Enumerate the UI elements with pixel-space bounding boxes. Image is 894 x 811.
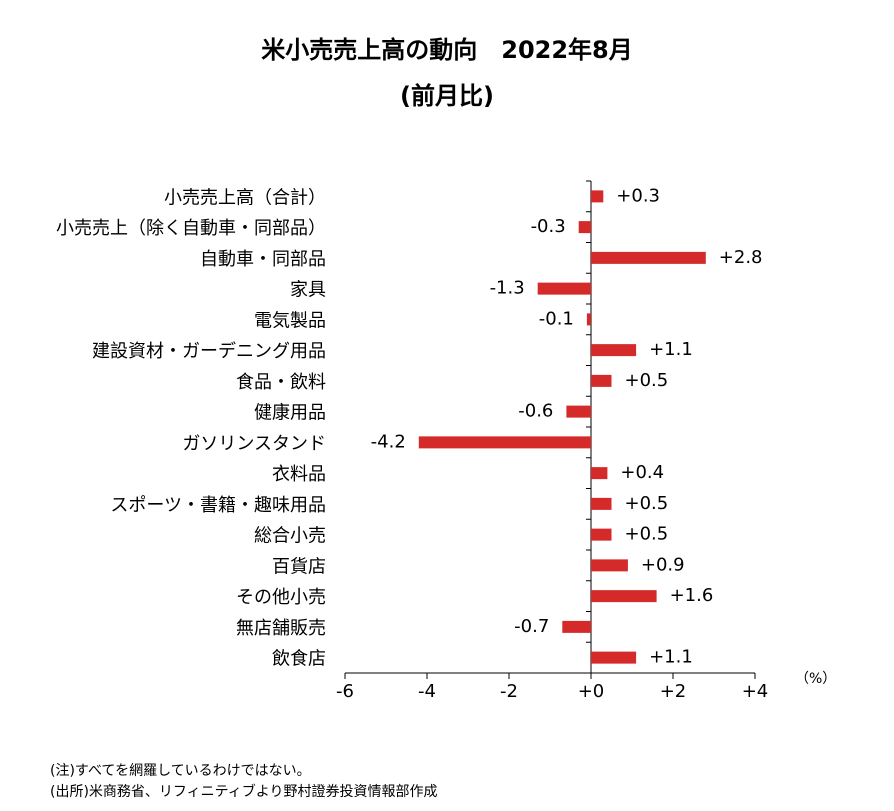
x-axis-unit: （%） xyxy=(795,671,836,687)
data-label: +0.5 xyxy=(625,524,669,545)
category-label: 電気製品 xyxy=(254,310,326,331)
bar xyxy=(591,528,612,541)
bar xyxy=(591,559,628,572)
category-label: 百貨店 xyxy=(272,556,326,577)
bar xyxy=(591,344,637,357)
category-label: 食品・飲料 xyxy=(236,372,326,393)
bar xyxy=(591,374,612,387)
data-label: -0.3 xyxy=(531,216,566,237)
data-label: +1.1 xyxy=(649,339,693,360)
x-tick-label: -4 xyxy=(418,681,436,702)
bar xyxy=(591,467,608,480)
bar xyxy=(591,590,657,603)
category-label: ガソリンスタンド xyxy=(182,433,326,454)
footnote-note: (注)すべてを網羅しているわけではない。 xyxy=(50,763,311,779)
category-label: 衣料品 xyxy=(272,464,326,485)
category-label: 飲食店 xyxy=(272,649,326,670)
chart-title: 米小売売上高の動向 2022年8月 xyxy=(261,36,633,64)
data-label: -0.7 xyxy=(514,616,549,637)
bar xyxy=(591,190,604,203)
data-label: +0.5 xyxy=(625,493,669,514)
x-tick-label: +2 xyxy=(660,681,687,702)
bar xyxy=(537,282,591,295)
data-label: +0.3 xyxy=(616,185,660,206)
x-tick-label: -2 xyxy=(500,681,518,702)
x-tick-label: +0 xyxy=(578,681,605,702)
category-label: 建設資材・ガーデニング用品 xyxy=(92,341,326,362)
x-tick-label: -6 xyxy=(336,681,354,702)
data-label: +0.4 xyxy=(620,462,664,483)
data-label: +1.1 xyxy=(649,647,693,668)
footnote-source: (出所)米商務省、リフィニティブより野村證券投資情報部作成 xyxy=(50,784,438,800)
category-label: 自動車・同部品 xyxy=(200,249,326,270)
bar xyxy=(591,497,612,510)
data-label: +2.8 xyxy=(719,247,763,268)
category-label: 小売売上（除く自動車・同部品） xyxy=(56,218,326,239)
bar xyxy=(578,221,591,234)
data-label: -4.2 xyxy=(371,431,406,452)
bar xyxy=(586,313,591,326)
data-label: -0.1 xyxy=(539,308,574,329)
x-tick-label: +4 xyxy=(742,681,769,702)
category-label: 健康用品 xyxy=(254,403,326,424)
bar xyxy=(562,620,591,633)
bar xyxy=(418,436,591,449)
bar xyxy=(591,651,637,664)
category-label: その他小売 xyxy=(236,587,326,608)
data-label: +1.6 xyxy=(670,585,714,606)
category-label: 無店舗販売 xyxy=(236,618,326,639)
data-label: +0.5 xyxy=(625,370,669,391)
category-label: 家具 xyxy=(290,280,326,301)
data-label: -1.3 xyxy=(490,278,525,299)
category-label: 総合小売 xyxy=(254,526,326,547)
data-label: +0.9 xyxy=(641,554,685,575)
bar xyxy=(591,251,706,264)
chart-subtitle: (前月比) xyxy=(400,82,494,110)
category-label: 小売売上高（合計） xyxy=(164,187,326,208)
category-label: スポーツ・書籍・趣味用品 xyxy=(110,495,326,516)
bar xyxy=(566,405,591,418)
data-label: -0.6 xyxy=(518,401,553,422)
